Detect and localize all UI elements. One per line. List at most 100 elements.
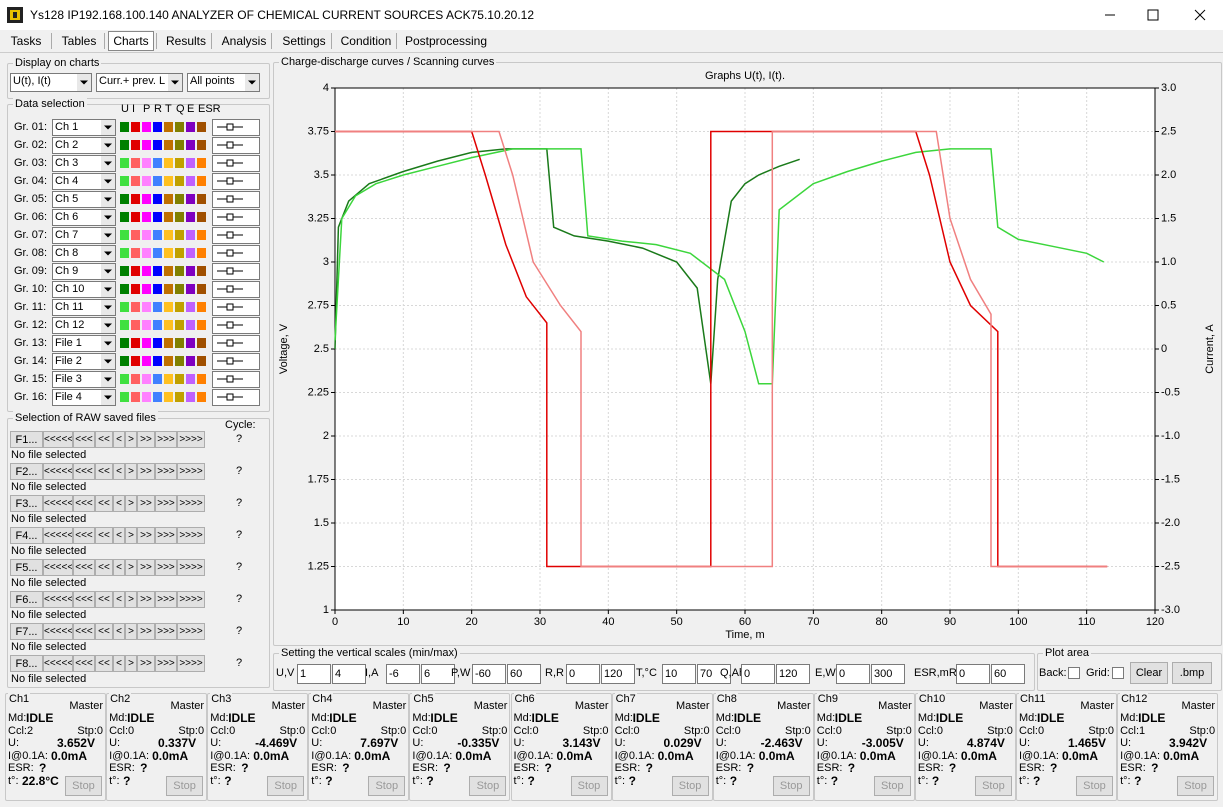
- dropdown-arrow[interactable]: [77, 74, 91, 91]
- color-swatch[interactable]: [175, 374, 184, 384]
- tab[interactable]: Settings: [282, 34, 326, 48]
- color-swatch[interactable]: [164, 122, 173, 132]
- color-swatch[interactable]: [131, 392, 140, 402]
- color-swatch[interactable]: [186, 248, 195, 258]
- color-swatch[interactable]: [131, 338, 140, 348]
- group-source-select[interactable]: Ch 11: [52, 299, 116, 316]
- nav-button[interactable]: >>>: [155, 655, 177, 672]
- group-source-select[interactable]: Ch 5: [52, 191, 116, 208]
- nav-button[interactable]: >>: [137, 591, 155, 608]
- marker-select[interactable]: [212, 281, 260, 298]
- color-swatch[interactable]: [186, 140, 195, 150]
- color-swatch[interactable]: [142, 374, 151, 384]
- color-swatch[interactable]: [120, 374, 129, 384]
- nav-button[interactable]: >>>: [155, 559, 177, 576]
- color-swatch[interactable]: [120, 176, 129, 186]
- color-swatch[interactable]: [197, 176, 206, 186]
- color-swatch[interactable]: [164, 266, 173, 276]
- nav-button[interactable]: >: [125, 655, 137, 672]
- group-source-select[interactable]: Ch 6: [52, 209, 116, 226]
- dropdown-arrow[interactable]: [101, 354, 115, 369]
- dropdown-arrow[interactable]: [101, 138, 115, 153]
- nav-button[interactable]: >: [125, 495, 137, 512]
- nav-button[interactable]: >>: [137, 463, 155, 480]
- color-swatch[interactable]: [164, 248, 173, 258]
- file-button[interactable]: F5...: [10, 559, 43, 576]
- nav-button[interactable]: <<<<<: [43, 495, 73, 512]
- color-swatch[interactable]: [197, 374, 206, 384]
- marker-select[interactable]: [212, 173, 260, 190]
- marker-select[interactable]: [212, 317, 260, 334]
- color-swatch[interactable]: [197, 392, 206, 402]
- color-swatch[interactable]: [142, 338, 151, 348]
- color-swatch[interactable]: [142, 212, 151, 222]
- color-swatch[interactable]: [142, 356, 151, 366]
- clear-button[interactable]: Clear: [1130, 662, 1168, 684]
- color-swatch[interactable]: [164, 374, 173, 384]
- nav-button[interactable]: >>: [137, 431, 155, 448]
- color-swatch[interactable]: [186, 176, 195, 186]
- back-checkbox[interactable]: [1068, 667, 1080, 679]
- nav-button[interactable]: >: [125, 527, 137, 544]
- nav-button[interactable]: >>: [137, 559, 155, 576]
- nav-button[interactable]: <<<: [73, 495, 95, 512]
- nav-button[interactable]: <<: [95, 431, 113, 448]
- nav-button[interactable]: >>>>: [177, 623, 205, 640]
- color-swatch[interactable]: [131, 176, 140, 186]
- tab[interactable]: Tables: [61, 34, 97, 48]
- color-swatch[interactable]: [186, 266, 195, 276]
- color-swatch[interactable]: [142, 140, 151, 150]
- color-swatch[interactable]: [142, 392, 151, 402]
- group-source-select[interactable]: Ch 2: [52, 137, 116, 154]
- color-swatch[interactable]: [120, 266, 129, 276]
- nav-button[interactable]: <<<: [73, 431, 95, 448]
- dropdown-arrow[interactable]: [101, 264, 115, 279]
- file-button[interactable]: F3...: [10, 495, 43, 512]
- color-swatch[interactable]: [131, 212, 140, 222]
- scale-max-input[interactable]: 4: [332, 664, 366, 684]
- file-button[interactable]: F6...: [10, 591, 43, 608]
- group-source-select[interactable]: File 3: [52, 371, 116, 388]
- nav-button[interactable]: <<<<<: [43, 591, 73, 608]
- bmp-button[interactable]: .bmp: [1172, 662, 1212, 684]
- color-swatch[interactable]: [197, 230, 206, 240]
- group-source-select[interactable]: Ch 4: [52, 173, 116, 190]
- color-swatch[interactable]: [131, 266, 140, 276]
- nav-button[interactable]: <<<<<: [43, 431, 73, 448]
- color-swatch[interactable]: [131, 194, 140, 204]
- color-swatch[interactable]: [197, 248, 206, 258]
- nav-button[interactable]: <<<: [73, 655, 95, 672]
- file-button[interactable]: F4...: [10, 527, 43, 544]
- color-swatch[interactable]: [120, 212, 129, 222]
- stop-button[interactable]: Stop: [671, 776, 709, 796]
- file-button[interactable]: F8...: [10, 655, 43, 672]
- nav-button[interactable]: >>: [137, 527, 155, 544]
- color-swatch[interactable]: [153, 230, 162, 240]
- scale-min-input[interactable]: 0: [956, 664, 990, 684]
- color-swatch[interactable]: [131, 284, 140, 294]
- marker-select[interactable]: [212, 371, 260, 388]
- group-source-select[interactable]: Ch 1: [52, 119, 116, 136]
- color-swatch[interactable]: [164, 140, 173, 150]
- nav-button[interactable]: >>: [137, 495, 155, 512]
- color-swatch[interactable]: [197, 320, 206, 330]
- tab[interactable]: Condition: [340, 34, 392, 48]
- color-swatch[interactable]: [164, 194, 173, 204]
- color-swatch[interactable]: [197, 284, 206, 294]
- color-swatch[interactable]: [175, 140, 184, 150]
- color-swatch[interactable]: [142, 176, 151, 186]
- marker-select[interactable]: [212, 245, 260, 262]
- color-swatch[interactable]: [164, 158, 173, 168]
- grid-checkbox[interactable]: [1112, 667, 1124, 679]
- nav-button[interactable]: <: [113, 623, 125, 640]
- nav-button[interactable]: <<: [95, 591, 113, 608]
- stop-button[interactable]: Stop: [65, 776, 102, 796]
- color-swatch[interactable]: [120, 140, 129, 150]
- color-swatch[interactable]: [175, 176, 184, 186]
- scale-min-input[interactable]: -6: [386, 664, 420, 684]
- color-swatch[interactable]: [186, 212, 195, 222]
- display-select[interactable]: All points: [187, 73, 260, 92]
- color-swatch[interactable]: [131, 302, 140, 312]
- dropdown-arrow[interactable]: [101, 390, 115, 405]
- color-swatch[interactable]: [131, 230, 140, 240]
